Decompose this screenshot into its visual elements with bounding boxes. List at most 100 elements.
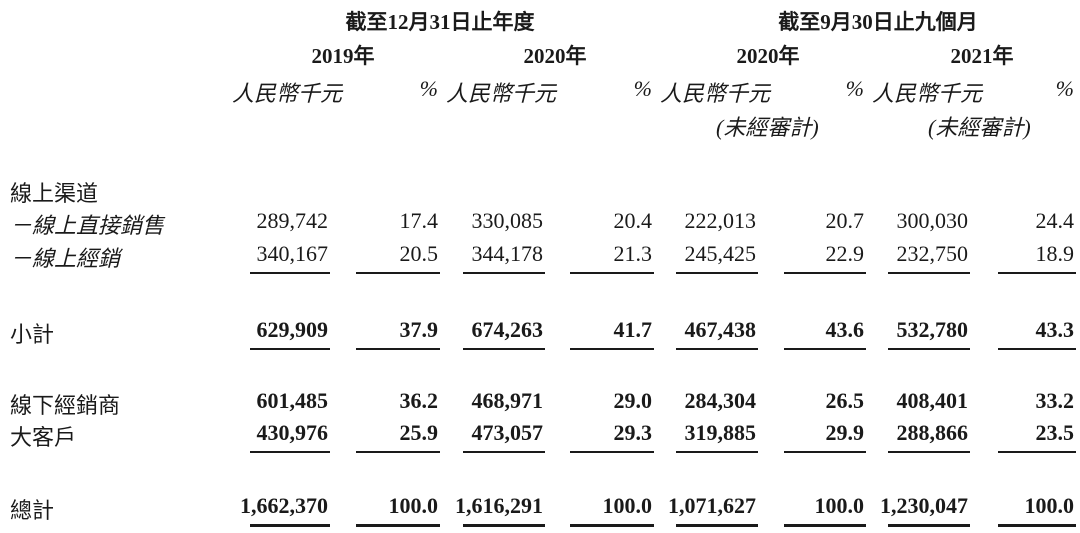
cell-online-direct-9m2020-amount: 222,013	[684, 208, 757, 233]
total-double-underline-col1-amount	[250, 524, 330, 527]
ka-underline-col2-amount	[463, 451, 545, 453]
total-double-underline-col3-pct	[784, 524, 866, 527]
unit-label-col1: 人民幣千元	[232, 81, 343, 106]
underline-col2-pct	[570, 272, 654, 274]
cell-total-2020-amount: 1,616,291	[455, 493, 543, 518]
cell-online-dist-2020-pct: 21.3	[613, 241, 653, 266]
row-label-offline-distributors: 線下經銷商	[10, 393, 121, 418]
cell-key-accounts-2020-pct: 29.3	[613, 420, 653, 445]
cell-offline-9m2021-pct: 33.2	[1035, 388, 1075, 413]
underline-col3-pct	[784, 272, 866, 274]
underline-col4-pct	[998, 272, 1076, 274]
cell-key-accounts-9m2021-pct: 23.5	[1035, 420, 1075, 445]
year-2020-annual: 2020年	[523, 44, 587, 68]
cell-offline-9m2020-pct: 26.5	[825, 388, 865, 413]
cell-offline-9m2020-amount: 284,304	[684, 388, 757, 413]
unaudited-label-col4: (未經審計)	[928, 115, 1031, 140]
cell-offline-2020-amount: 468,971	[471, 388, 544, 413]
underline-col3-amount	[676, 272, 758, 274]
subtotal-underline-col4-pct	[998, 348, 1076, 350]
cell-online-dist-2019-amount: 340,167	[256, 241, 329, 266]
cell-subtotal-9m2021-pct: 43.3	[1035, 317, 1075, 342]
row-label-subtotal: 小計	[10, 322, 55, 347]
cell-online-dist-9m2021-pct: 18.9	[1035, 241, 1075, 266]
cell-offline-2020-pct: 29.0	[613, 388, 653, 413]
group-title-nine-months: 截至9月30日止九個月	[778, 10, 978, 34]
cell-online-direct-2019-pct: 17.4	[399, 208, 439, 233]
cell-online-direct-2019-amount: 289,742	[256, 208, 329, 233]
cell-key-accounts-2019-pct: 25.9	[399, 420, 439, 445]
cell-online-direct-2020-pct: 20.4	[613, 208, 653, 233]
row-label-online-distribution: －線上經銷	[10, 246, 121, 271]
year-2019: 2019年	[311, 44, 375, 68]
ka-underline-col4-amount	[888, 451, 970, 453]
cell-online-dist-9m2020-pct: 22.9	[825, 241, 865, 266]
cell-subtotal-9m2021-amount: 532,780	[896, 317, 969, 342]
row-label-key-accounts: 大客戶	[10, 425, 77, 450]
cell-offline-2019-amount: 601,485	[256, 388, 329, 413]
total-double-underline-col1-pct	[356, 524, 440, 527]
ka-underline-col1-pct	[356, 451, 440, 453]
cell-key-accounts-2020-amount: 473,057	[471, 420, 544, 445]
underline-col1-pct	[356, 272, 440, 274]
cell-online-direct-9m2021-amount: 300,030	[896, 208, 969, 233]
underline-col4-amount	[888, 272, 970, 274]
total-double-underline-col4-amount	[888, 524, 970, 527]
cell-subtotal-9m2020-amount: 467,438	[684, 317, 757, 342]
cell-total-2020-pct: 100.0	[602, 493, 653, 518]
total-double-underline-col3-amount	[676, 524, 758, 527]
subtotal-underline-col2-pct	[570, 348, 654, 350]
cell-online-dist-2020-amount: 344,178	[471, 241, 544, 266]
pct-label-col2: %	[633, 76, 652, 101]
cell-total-9m2021-pct: 100.0	[1024, 493, 1075, 518]
pct-label-col1: %	[419, 76, 438, 101]
cell-total-9m2021-amount: 1,230,047	[880, 493, 968, 518]
subtotal-underline-col3-amount	[676, 348, 758, 350]
unit-label-col3: 人民幣千元	[660, 81, 771, 106]
cell-key-accounts-9m2020-pct: 29.9	[825, 420, 865, 445]
subtotal-underline-col4-amount	[888, 348, 970, 350]
ka-underline-col1-amount	[250, 451, 330, 453]
cell-online-dist-2019-pct: 20.5	[399, 241, 439, 266]
cell-key-accounts-2019-amount: 430,976	[256, 420, 329, 445]
pct-label-col3: %	[845, 76, 864, 101]
cell-offline-2019-pct: 36.2	[399, 388, 439, 413]
cell-online-dist-9m2020-amount: 245,425	[684, 241, 757, 266]
cell-total-2019-amount: 1,662,370	[240, 493, 328, 518]
cell-online-direct-9m2021-pct: 24.4	[1035, 208, 1075, 233]
ka-underline-col3-amount	[676, 451, 758, 453]
unit-label-col4: 人民幣千元	[872, 81, 983, 106]
ka-underline-col4-pct	[998, 451, 1076, 453]
underline-col2-amount	[463, 272, 545, 274]
cell-online-direct-9m2020-pct: 20.7	[825, 208, 865, 233]
year-2021-nine-months: 2021年	[950, 44, 1014, 68]
year-2020-nine-months: 2020年	[736, 44, 800, 68]
unit-label-col2: 人民幣千元	[446, 81, 557, 106]
cell-total-9m2020-amount: 1,071,627	[668, 493, 756, 518]
ka-underline-col3-pct	[784, 451, 866, 453]
cell-subtotal-2020-amount: 674,263	[471, 317, 544, 342]
cell-subtotal-9m2020-pct: 43.6	[825, 317, 865, 342]
group-title-year-ended: 截至12月31日止年度	[345, 10, 535, 34]
subtotal-underline-col3-pct	[784, 348, 866, 350]
cell-total-2019-pct: 100.0	[388, 493, 439, 518]
unaudited-label-col3: (未經審計)	[716, 115, 819, 140]
ka-underline-col2-pct	[570, 451, 654, 453]
total-double-underline-col2-amount	[463, 524, 545, 527]
total-double-underline-col2-pct	[570, 524, 654, 527]
cell-subtotal-2019-pct: 37.9	[399, 317, 439, 342]
subtotal-underline-col1-pct	[356, 348, 440, 350]
cell-online-direct-2020-amount: 330,085	[471, 208, 544, 233]
subtotal-underline-col2-amount	[463, 348, 545, 350]
cell-online-dist-9m2021-amount: 232,750	[896, 241, 969, 266]
cell-subtotal-2020-pct: 41.7	[613, 317, 653, 342]
underline-col1-amount	[250, 272, 330, 274]
subtotal-underline-col1-amount	[250, 348, 330, 350]
row-label-online-channel: 線上渠道	[10, 181, 99, 206]
cell-total-9m2020-pct: 100.0	[814, 493, 865, 518]
cell-key-accounts-9m2021-amount: 288,866	[896, 420, 969, 445]
cell-offline-9m2021-amount: 408,401	[896, 388, 969, 413]
cell-subtotal-2019-amount: 629,909	[256, 317, 329, 342]
total-double-underline-col4-pct	[998, 524, 1076, 527]
row-label-online-direct: －線上直接銷售	[10, 213, 165, 238]
